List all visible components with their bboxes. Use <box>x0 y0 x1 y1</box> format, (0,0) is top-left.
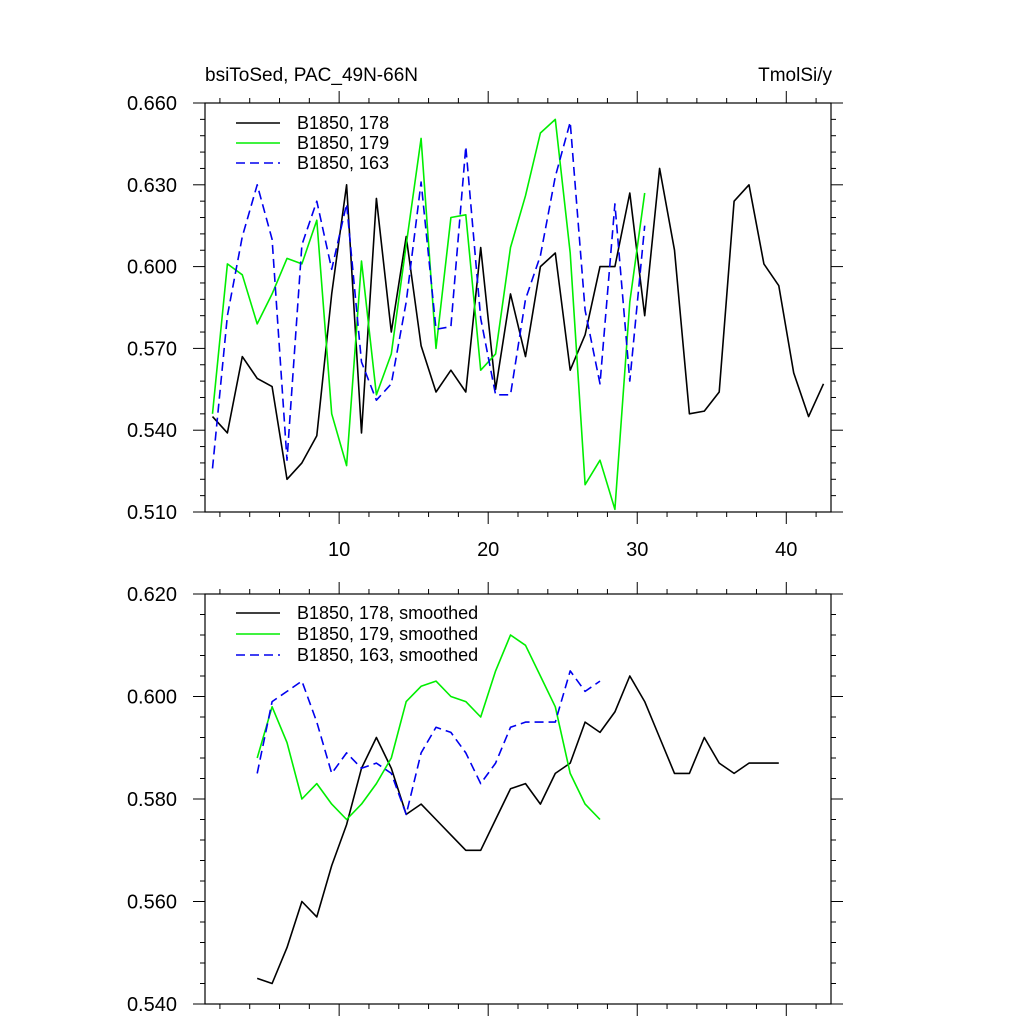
top-tick-marks <box>193 91 843 524</box>
legend-label-2: B1850, 179 <box>297 133 389 153</box>
bottom-tick-marks <box>193 582 843 1016</box>
top-y-tick-labels: 0.510 0.540 0.570 0.600 0.630 0.660 <box>127 93 177 524</box>
legend-label-3: B1850, 163 <box>297 153 389 173</box>
top-plot-frame <box>204 102 832 513</box>
y-tick-label: 0.600 <box>127 687 177 709</box>
y-tick-label: 0.660 <box>127 93 177 115</box>
series-line-3 <box>211 121 646 469</box>
y-tick-label: 0.630 <box>127 175 177 197</box>
top-panel: bsiToSed, PAC_49N-66N TmolSi/y 0.510 0.54… <box>127 65 843 561</box>
x-tick-label: 10 <box>328 539 350 561</box>
y-tick-label: 0.540 <box>127 420 177 442</box>
legend-label-1: B1850, 178, smoothed <box>297 603 478 623</box>
y-tick-label: 0.600 <box>127 257 177 279</box>
series-line-1 <box>211 167 825 481</box>
series-line-1 <box>256 675 779 985</box>
x-tick-label: 20 <box>477 539 499 561</box>
y-tick-label: 0.580 <box>127 789 177 811</box>
bottom-y-tick-labels: 0.540 0.560 0.580 0.600 0.620 <box>127 584 177 1016</box>
y-tick-label: 0.540 <box>127 994 177 1016</box>
legend-label-2: B1850, 179, smoothed <box>297 624 478 644</box>
x-tick-label: 30 <box>626 539 648 561</box>
y-tick-label: 0.620 <box>127 584 177 606</box>
top-x-tick-labels: 10 20 30 40 <box>328 539 797 561</box>
y-tick-label: 0.510 <box>127 502 177 524</box>
y-tick-label: 0.560 <box>127 892 177 914</box>
bottom-series-lines <box>256 634 779 985</box>
y-tick-label: 0.570 <box>127 338 177 360</box>
top-series-lines <box>211 118 825 511</box>
x-tick-label: 40 <box>775 539 797 561</box>
legend-label-1: B1850, 178 <box>297 113 389 133</box>
series-line-3 <box>256 670 601 816</box>
series-line-2 <box>256 634 601 821</box>
bottom-panel: 0.540 0.560 0.580 0.600 0.620 B1850, 178, sm… <box>127 582 843 1016</box>
top-title-left: bsiToSed, PAC_49N-66N <box>205 65 418 86</box>
legend-label-3: B1850, 163, smoothed <box>297 645 478 665</box>
top-title-right: TmolSi/y <box>758 65 832 86</box>
bottom-plot-frame <box>204 593 832 1005</box>
series-line-2 <box>211 118 646 511</box>
